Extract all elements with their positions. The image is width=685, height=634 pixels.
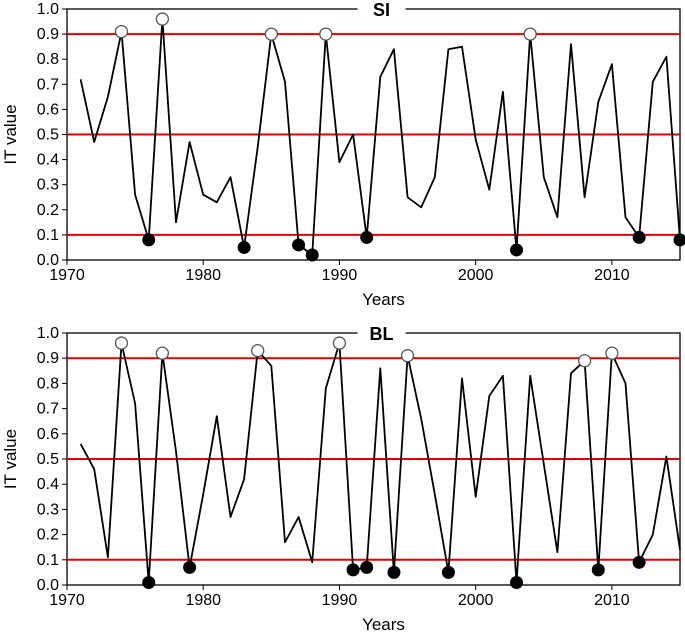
- y-tick-label: 0.4: [37, 476, 59, 493]
- y-tick-label: 0.2: [37, 527, 59, 544]
- high-marker: [577, 354, 592, 368]
- y-tick-label: 0.5: [37, 127, 59, 144]
- low-marker: [632, 555, 646, 569]
- x-tick-label: 2010: [594, 267, 630, 284]
- y-tick-label: 0.8: [37, 51, 59, 68]
- low-marker: [387, 565, 401, 579]
- series-line: [79, 18, 681, 256]
- x-axis-label: Years: [362, 290, 405, 309]
- x-tick-label: 1980: [185, 267, 221, 284]
- low-marker: [237, 240, 251, 254]
- high-marker: [319, 27, 333, 41]
- panel-title: BL: [370, 324, 394, 344]
- y-tick-label: 0.4: [37, 152, 59, 169]
- y-tick-label: 0.6: [37, 426, 59, 443]
- x-tick-label: 1970: [49, 592, 85, 609]
- high-marker: [523, 27, 537, 41]
- x-tick-label: 1990: [322, 267, 358, 284]
- x-tick-label: 1990: [322, 592, 358, 609]
- y-tick-label: 0.3: [37, 177, 59, 194]
- y-tick-label: 0.1: [37, 227, 59, 244]
- low-marker: [441, 565, 455, 579]
- title-background: [357, 0, 406, 19]
- chart-panel-bl: 0.0 0.1 0.2 0.3 0.4 0.5 0.6 0.7 0.8 0.9 1.0 1970 198…: [1, 323, 681, 634]
- y-tick-label: 0.5: [37, 451, 59, 468]
- low-marker: [292, 238, 306, 252]
- series-line: [79, 342, 681, 584]
- panel-title: SI: [373, 0, 390, 20]
- low-marker: [510, 243, 524, 257]
- high-marker: [332, 336, 347, 350]
- y-tick-label: 0.0: [37, 252, 59, 269]
- x-tick-label: 1970: [49, 267, 85, 284]
- y-tick-label: 0.8: [37, 375, 59, 392]
- y-axis-label: IT value: [1, 104, 20, 164]
- y-tick-label: 0.9: [37, 26, 59, 43]
- y-tick-label: 0.7: [37, 401, 59, 418]
- low-marker: [142, 575, 156, 589]
- y-tick-label: 0.0: [37, 577, 59, 594]
- y-tick-label: 0.9: [37, 350, 59, 367]
- y-tick-label: 0.7: [37, 76, 59, 93]
- low-marker: [142, 233, 156, 247]
- title-background: [357, 323, 406, 343]
- high-marker: [155, 12, 170, 26]
- low-marker: [305, 248, 319, 262]
- high-marker: [264, 27, 278, 41]
- y-tick-label: 0.3: [37, 501, 59, 518]
- low-marker: [360, 560, 374, 574]
- chart-panel-si: 0.0 0.1 0.2 0.3 0.4 0.5 0.6 0.7 0.8 0.9 1.0 1970 198…: [1, 0, 685, 309]
- high-marker: [400, 349, 415, 363]
- high-marker: [114, 24, 129, 39]
- low-marker: [510, 575, 524, 589]
- y-tick-label: 1.0: [37, 325, 59, 342]
- low-marker: [346, 563, 360, 577]
- y-tick-label: 0.1: [37, 552, 59, 569]
- high-marker: [114, 336, 129, 350]
- x-tick-label: 2000: [458, 592, 494, 609]
- high-marker: [251, 343, 265, 358]
- x-tick-label: 2000: [458, 267, 494, 284]
- low-marker: [183, 560, 197, 574]
- x-tick-label: 1980: [185, 592, 221, 609]
- y-tick-label: 0.6: [37, 101, 59, 118]
- low-marker: [632, 230, 646, 244]
- low-marker: [673, 233, 685, 247]
- low-marker: [360, 230, 374, 244]
- y-axis-label: IT value: [1, 429, 20, 489]
- y-tick-label: 0.2: [37, 202, 59, 219]
- high-marker: [155, 346, 170, 360]
- low-marker: [591, 563, 605, 577]
- x-axis-label: Years: [362, 615, 405, 634]
- y-tick-label: 1.0: [37, 1, 59, 18]
- x-tick-label: 2010: [594, 592, 630, 609]
- high-marker: [605, 346, 619, 360]
